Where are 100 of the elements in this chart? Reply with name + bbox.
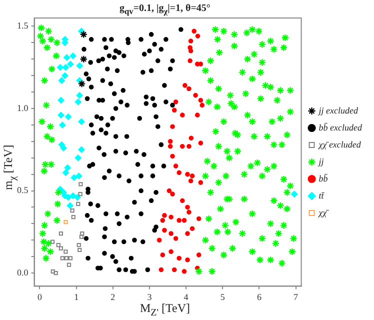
point <box>172 267 177 272</box>
x-tick-label: 5 <box>220 292 226 302</box>
point <box>78 182 83 186</box>
point <box>170 192 175 196</box>
point <box>66 202 74 209</box>
y-tick-label: 1.5 <box>17 20 29 31</box>
point <box>176 170 182 176</box>
point <box>172 108 177 113</box>
point <box>168 139 173 144</box>
point <box>66 262 72 267</box>
point <box>188 136 194 141</box>
point <box>188 58 192 64</box>
point <box>188 38 194 44</box>
point <box>170 124 175 129</box>
point <box>186 210 192 215</box>
point <box>173 236 178 241</box>
point <box>64 194 72 201</box>
point <box>200 102 205 108</box>
x-tick-label: 6 <box>256 292 262 302</box>
point <box>78 118 85 125</box>
point <box>62 169 70 176</box>
x-axis-title: M$_{Z'}$ [TeV] <box>138 300 192 318</box>
point <box>182 268 187 274</box>
point <box>160 252 166 258</box>
chart-title: g$_{qv}$=0.1, |g$_{χ}$|=1, θ=45° <box>118 3 212 16</box>
legend-label: χχ̄ excluded <box>318 139 362 150</box>
point <box>70 52 76 60</box>
point <box>160 218 166 223</box>
point <box>170 154 175 159</box>
point <box>70 208 74 213</box>
legend-label: bb̄ <box>318 173 328 184</box>
point <box>70 174 78 181</box>
point <box>198 140 204 146</box>
point <box>176 256 182 261</box>
point <box>185 257 190 262</box>
point <box>64 250 68 254</box>
point <box>185 204 190 210</box>
point <box>180 112 185 118</box>
point <box>54 270 58 276</box>
point <box>188 48 194 54</box>
point <box>76 243 81 248</box>
point <box>64 256 68 260</box>
x-tick-label: 7 <box>294 292 299 302</box>
legend-label: χχ̄ <box>318 207 330 218</box>
point <box>196 252 202 258</box>
point <box>80 30 88 38</box>
x-tick-label: 4 <box>184 292 189 302</box>
point <box>185 172 190 177</box>
point <box>196 216 202 222</box>
point <box>198 98 204 103</box>
point <box>198 180 204 185</box>
point <box>74 98 82 106</box>
point <box>182 83 188 88</box>
point <box>62 64 70 71</box>
x-tick-label: 3 <box>147 292 152 302</box>
x-tick-label: 0 <box>37 292 42 302</box>
point <box>176 218 182 223</box>
y-tick-label: 0.5 <box>17 185 29 196</box>
point <box>188 178 194 184</box>
point <box>180 144 185 149</box>
point <box>168 249 174 254</box>
legend-label: jj excluded <box>318 105 358 116</box>
legend-label: bb̄ excluded <box>318 122 362 132</box>
point <box>76 172 82 180</box>
point <box>291 190 298 198</box>
point <box>76 62 83 70</box>
point <box>182 218 187 223</box>
point <box>58 77 65 84</box>
point <box>64 164 71 172</box>
point <box>56 243 60 248</box>
point <box>195 34 200 38</box>
point <box>173 164 178 168</box>
point <box>173 100 178 104</box>
point <box>50 269 55 274</box>
legend-label: jj <box>318 156 324 166</box>
point <box>58 112 64 118</box>
point <box>194 112 200 118</box>
x-tick-label: 1 <box>74 292 79 302</box>
y-tick-label: 0.0 <box>17 267 29 278</box>
point <box>74 154 82 162</box>
legend-label: tt̄ <box>318 190 326 200</box>
point <box>76 202 80 206</box>
point <box>168 144 173 149</box>
point <box>68 256 73 260</box>
point <box>60 144 67 152</box>
point <box>78 80 86 88</box>
point <box>78 192 82 196</box>
point <box>71 215 76 220</box>
point <box>180 198 185 204</box>
point <box>190 226 195 232</box>
point <box>80 231 84 236</box>
point <box>168 214 174 220</box>
point <box>166 188 172 194</box>
point <box>79 234 84 239</box>
point <box>64 220 68 224</box>
point <box>162 228 167 233</box>
point <box>192 28 196 34</box>
point <box>58 96 64 104</box>
point <box>60 256 64 260</box>
point <box>162 213 167 218</box>
